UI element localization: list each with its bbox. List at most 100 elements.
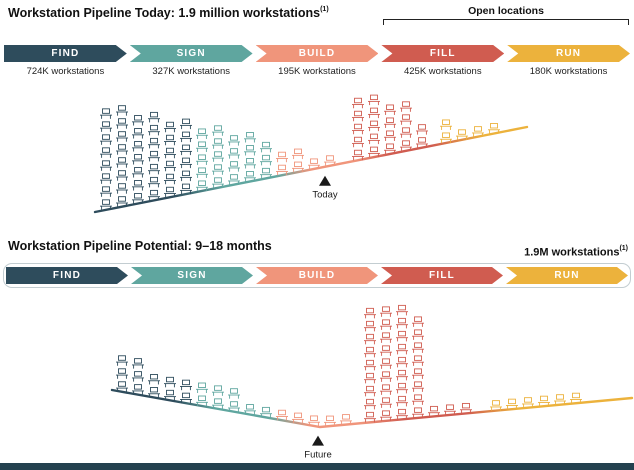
open-locations-bracket: Open locations bbox=[383, 5, 629, 25]
workstation-icon bbox=[132, 384, 144, 395]
workstation-icon bbox=[180, 118, 192, 130]
workstation-icon bbox=[506, 398, 518, 410]
workstation-icon bbox=[324, 415, 336, 427]
slide-footer-bar bbox=[0, 463, 634, 470]
workstation-icon bbox=[364, 333, 376, 345]
workstation-icon bbox=[116, 183, 128, 194]
workstation-icon bbox=[116, 118, 128, 129]
workstation-icon bbox=[164, 376, 176, 388]
workstation-icon bbox=[244, 145, 256, 156]
workstation-icon bbox=[396, 304, 408, 316]
stage-arrow-fill: FILL bbox=[381, 267, 503, 284]
workstation-icon bbox=[490, 400, 502, 411]
workstation-icon bbox=[148, 150, 160, 162]
workstation-icon bbox=[384, 104, 396, 115]
workstation-icon bbox=[440, 119, 452, 130]
stage-count: 327K workstations bbox=[152, 66, 230, 77]
workstation-icon bbox=[412, 368, 424, 379]
workstation-icon bbox=[292, 161, 304, 173]
pipeline-stage-sign: SIGN bbox=[131, 267, 253, 284]
workstation-icon bbox=[396, 408, 408, 420]
workstation-icon bbox=[570, 392, 582, 404]
workstation-icon bbox=[148, 176, 160, 188]
workstation-icon bbox=[554, 394, 566, 405]
workstation-icon bbox=[164, 134, 176, 146]
workstation-icon bbox=[368, 133, 380, 145]
workstation-icon bbox=[196, 141, 208, 152]
pipeline-stage-fill: FILL 425K workstations bbox=[381, 45, 504, 77]
workstation-icon bbox=[364, 346, 376, 358]
footnote-sup: (1) bbox=[320, 5, 329, 13]
workstation-icon bbox=[380, 410, 392, 421]
workstation-icon bbox=[212, 398, 224, 409]
stage-count: 425K workstations bbox=[403, 66, 482, 77]
workstation-icon bbox=[396, 369, 408, 381]
workstation-icon bbox=[164, 147, 176, 159]
workstation-icon bbox=[148, 111, 160, 123]
workstation-icon bbox=[116, 170, 128, 181]
workstation-icon bbox=[164, 121, 176, 133]
workstation-icon bbox=[260, 141, 272, 153]
workstation-icon bbox=[196, 154, 208, 165]
workstation-icon bbox=[148, 387, 160, 398]
workstation-icon bbox=[228, 401, 240, 412]
workstation-icon bbox=[400, 101, 412, 112]
workstation-icon bbox=[364, 385, 376, 397]
stage-label: FIND bbox=[52, 270, 82, 281]
section-potential-title-text: Workstation Pipeline Potential: 9–18 mon… bbox=[8, 239, 272, 253]
stage-label: SIGN bbox=[177, 270, 207, 281]
workstation-icon bbox=[384, 117, 396, 128]
workstation-icon bbox=[180, 170, 192, 182]
workstation-icon bbox=[444, 404, 456, 415]
workstation-icon bbox=[324, 155, 336, 166]
workstation-icon bbox=[412, 316, 424, 327]
workstation-icon bbox=[228, 174, 240, 185]
workstation-icon bbox=[196, 180, 208, 191]
workstation-icon bbox=[132, 154, 144, 165]
pipeline-stage-find: FIND 724K workstations bbox=[4, 45, 127, 77]
workstation-icon bbox=[196, 167, 208, 178]
workstation-icon bbox=[100, 186, 112, 197]
workstation-icon bbox=[116, 196, 128, 207]
workstation-icon bbox=[132, 180, 144, 191]
workstation-icon bbox=[164, 389, 176, 401]
workstation-icon bbox=[276, 164, 288, 176]
workstation-icon bbox=[352, 136, 364, 148]
workstation-icon bbox=[132, 167, 144, 178]
workstation-icon bbox=[180, 144, 192, 156]
workstation-icon bbox=[244, 158, 256, 169]
workstation-icon bbox=[522, 397, 534, 408]
workstation-icon bbox=[116, 131, 128, 142]
workstation-icon bbox=[132, 141, 144, 152]
workstation-icon bbox=[412, 329, 424, 340]
workstation-icon bbox=[380, 358, 392, 369]
stage-arrow-find: FIND bbox=[4, 45, 127, 62]
workstation-icon bbox=[212, 138, 224, 149]
pipeline-stage-run: RUN 180K workstations bbox=[507, 45, 630, 77]
workstation-icon bbox=[440, 132, 452, 143]
workstation-icon bbox=[380, 397, 392, 408]
stage-label: BUILD bbox=[298, 48, 336, 59]
workstation-icon bbox=[352, 97, 364, 109]
stage-arrow-build: BUILD bbox=[256, 267, 378, 284]
section-today-title-text: Workstation Pipeline Today: 1.9 million … bbox=[8, 6, 321, 20]
workstation-icon bbox=[148, 189, 160, 201]
workstation-icon bbox=[116, 157, 128, 168]
workstation-icon bbox=[428, 405, 440, 417]
workstation-icon bbox=[396, 382, 408, 394]
workstation-icon bbox=[244, 404, 256, 415]
stage-arrow-run: RUN bbox=[506, 267, 628, 284]
section-potential-title: Workstation Pipeline Potential: 9–18 mon… bbox=[8, 239, 272, 253]
workstation-icon bbox=[148, 374, 160, 385]
workstation-icon bbox=[212, 177, 224, 188]
workstation-icon bbox=[396, 343, 408, 355]
pipeline-stage-sign: SIGN 327K workstations bbox=[130, 45, 253, 77]
workstation-icon bbox=[244, 132, 256, 143]
pipeline-stage-build: BUILD bbox=[256, 267, 378, 284]
stage-count: 195K workstations bbox=[278, 66, 356, 77]
timeline-marker-label: Today bbox=[312, 190, 338, 201]
workstation-icon bbox=[488, 123, 500, 134]
workstation-icon bbox=[180, 183, 192, 195]
workstation-icon bbox=[456, 129, 468, 140]
workstation-icon bbox=[260, 154, 272, 166]
